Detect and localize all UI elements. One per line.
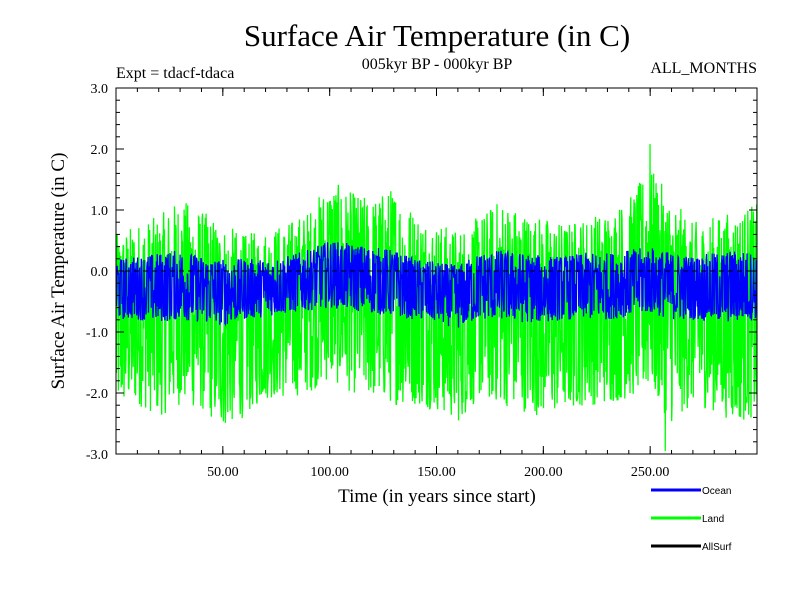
x-axis-label: Time (in years since start) [338,486,536,507]
x-tick-label: 50.00 [207,465,239,480]
ocean-series-line [116,242,757,328]
land-series-line [116,144,757,451]
x-tick-label: 150.00 [417,465,456,480]
y-tick-label: 2.0 [91,143,109,158]
y-tick-label: 3.0 [91,82,109,97]
legend-label-ocean: Ocean [702,486,731,497]
y-axis-label: Surface Air Temperature (in C) [48,153,69,390]
legend-label-land: Land [702,514,724,525]
y-tick-label: -1.0 [86,326,108,341]
legend: Ocean Land AllSurf [651,486,732,553]
x-tick-label: 200.00 [524,465,563,480]
y-tick-label: 0.0 [91,265,109,280]
y-tick-label: 1.0 [91,204,109,219]
months-label: ALL_MONTHS [650,60,757,77]
x-tick-label: 250.00 [631,465,670,480]
chart-title: Surface Air Temperature (in C) [244,18,630,53]
legend-label-allsurf: AllSurf [702,542,732,553]
y-tick-label: -2.0 [86,387,108,402]
y-tick-label: -3.0 [86,448,108,463]
x-tick-label: 100.00 [310,465,349,480]
experiment-label: Expt = tdacf-tdaca [116,65,234,82]
chart-subtitle: 005kyr BP - 000kyr BP [362,56,513,73]
